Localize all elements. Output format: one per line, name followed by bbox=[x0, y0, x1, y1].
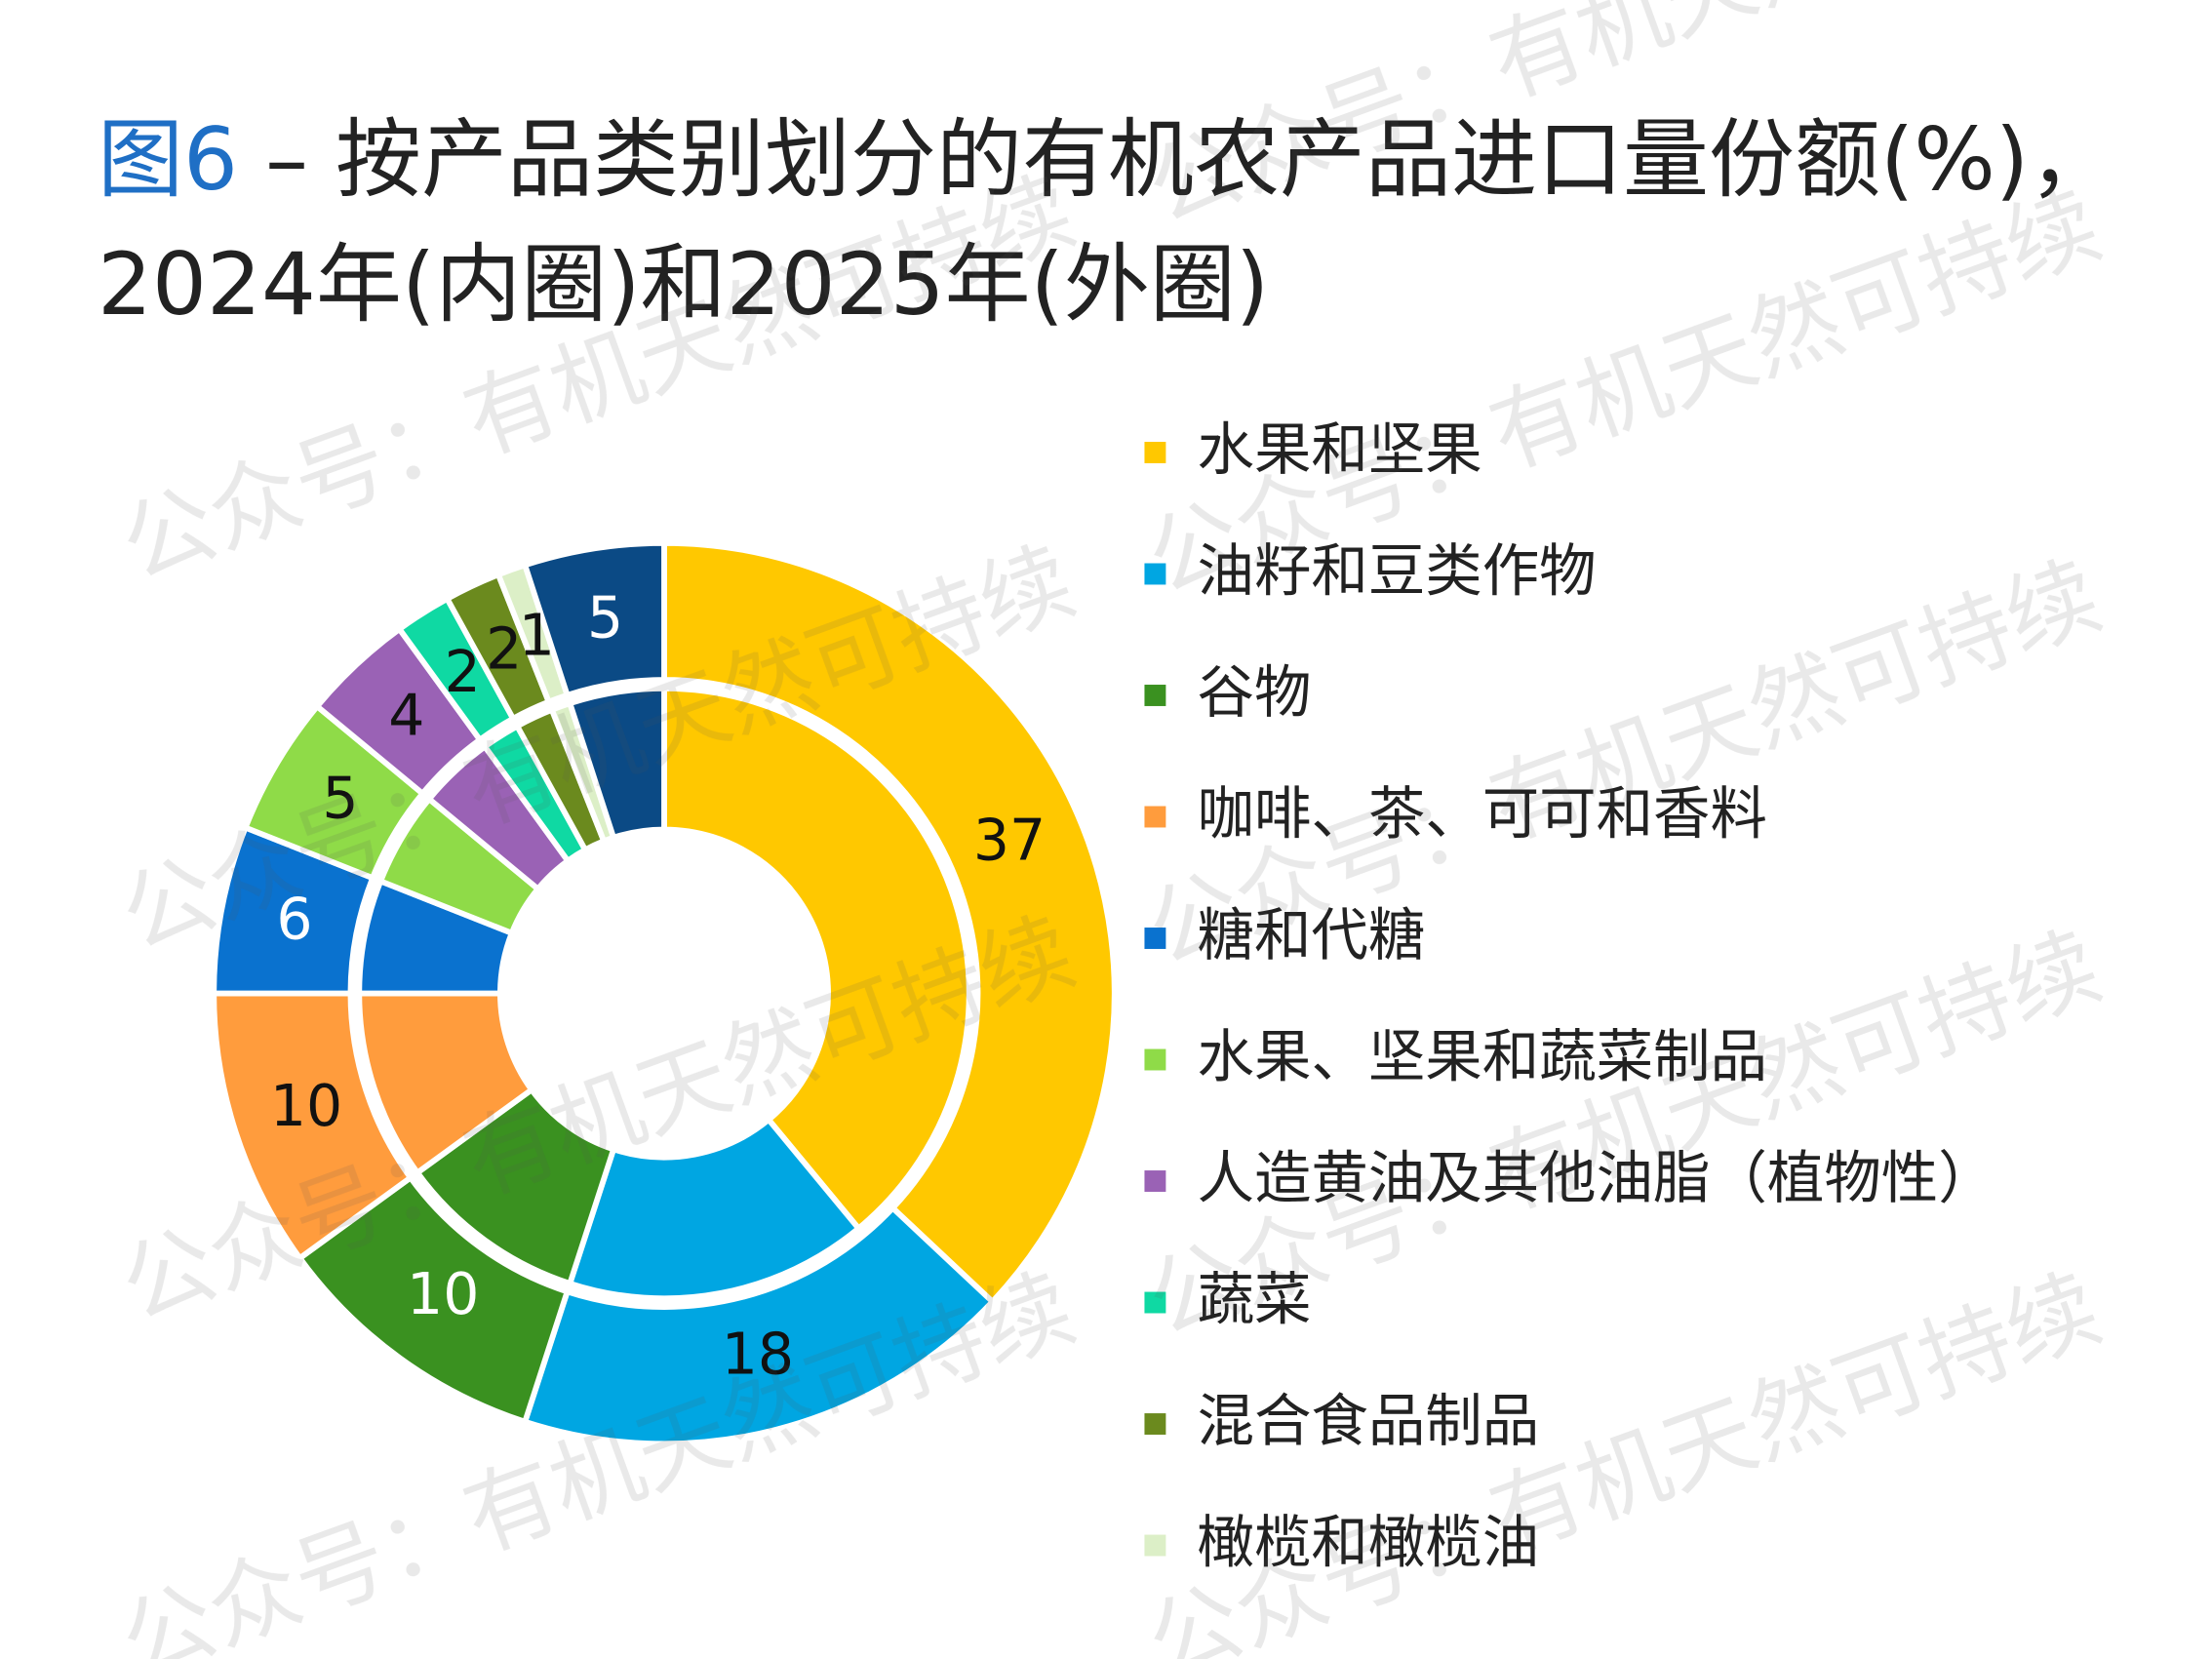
legend-swatch bbox=[1144, 1413, 1166, 1435]
legend-swatch bbox=[1144, 1170, 1166, 1192]
legend-swatch bbox=[1144, 806, 1166, 828]
watermark-text: 公众号：有机天然可持续 bbox=[1134, 0, 2113, 245]
donut-segment bbox=[566, 685, 667, 842]
legend-swatch bbox=[1144, 1291, 1166, 1314]
legend-swatch bbox=[1144, 442, 1166, 463]
legend-swatch bbox=[1144, 928, 1166, 949]
watermark-text: 公众号：有机天然可持续 bbox=[108, 158, 1087, 601]
data-label: 37 bbox=[973, 807, 1046, 873]
legend-swatch bbox=[1144, 563, 1166, 585]
title-text: – 按产品类别划分的有机农产品进口量份额(%)，2024年(内圈)和2025年(… bbox=[98, 109, 2115, 335]
data-label: 4 bbox=[388, 682, 424, 748]
chart-title: 图6 – 按产品类别划分的有机农产品进口量份额(%)，2024年(内圈)和202… bbox=[98, 98, 2126, 347]
watermark-text: 公众号：有机天然可持续 bbox=[1134, 913, 2113, 1356]
legend-label: 水果和坚果 bbox=[1198, 416, 1482, 483]
donut-segment bbox=[521, 1204, 997, 1447]
legend-swatch bbox=[1144, 685, 1166, 706]
legend-label: 混合食品制品 bbox=[1198, 1388, 1540, 1454]
data-label: 5 bbox=[322, 765, 358, 831]
legend-swatch bbox=[1144, 1534, 1166, 1557]
legend-label: 蔬菜 bbox=[1198, 1266, 1312, 1332]
legend-label: 水果、坚果和蔬菜制品 bbox=[1198, 1023, 1767, 1089]
legend-label: 橄榄和橄榄油 bbox=[1198, 1509, 1540, 1575]
watermark: 公众号：有机天然可持续公众号：有机天然可持续公众号：有机天然可持续公众号：有机天… bbox=[108, 0, 2113, 1659]
data-label: 10 bbox=[407, 1261, 479, 1327]
data-label: 18 bbox=[722, 1321, 794, 1387]
legend-label: 油籽和豆类作物 bbox=[1198, 537, 1597, 604]
wedges bbox=[211, 539, 1118, 1447]
legend-label: 谷物 bbox=[1198, 659, 1312, 726]
legend-label: 人造黄油及其他油脂（植物性） bbox=[1198, 1145, 1995, 1211]
data-label: 6 bbox=[276, 886, 312, 952]
data-label: 1 bbox=[519, 603, 555, 669]
data-label: 2 bbox=[486, 616, 522, 683]
data-label: 10 bbox=[270, 1073, 342, 1139]
legend-swatch bbox=[1144, 1048, 1166, 1071]
donut-segment bbox=[661, 539, 1118, 1306]
title-prefix: 图6 bbox=[98, 109, 238, 210]
watermark-text: 公众号：有机天然可持续 bbox=[1134, 172, 2113, 614]
donut-segment bbox=[661, 685, 972, 1233]
data-label: 2 bbox=[445, 639, 481, 705]
legend-label: 咖啡、茶、可可和香料 bbox=[1198, 780, 1767, 847]
legend-label: 糖和代糖 bbox=[1198, 902, 1426, 968]
watermark-text: 公众号：有机天然可持续 bbox=[1134, 542, 2113, 985]
donut-segment bbox=[521, 539, 667, 699]
donut-segment bbox=[566, 1115, 863, 1302]
data-label: 5 bbox=[587, 585, 623, 652]
